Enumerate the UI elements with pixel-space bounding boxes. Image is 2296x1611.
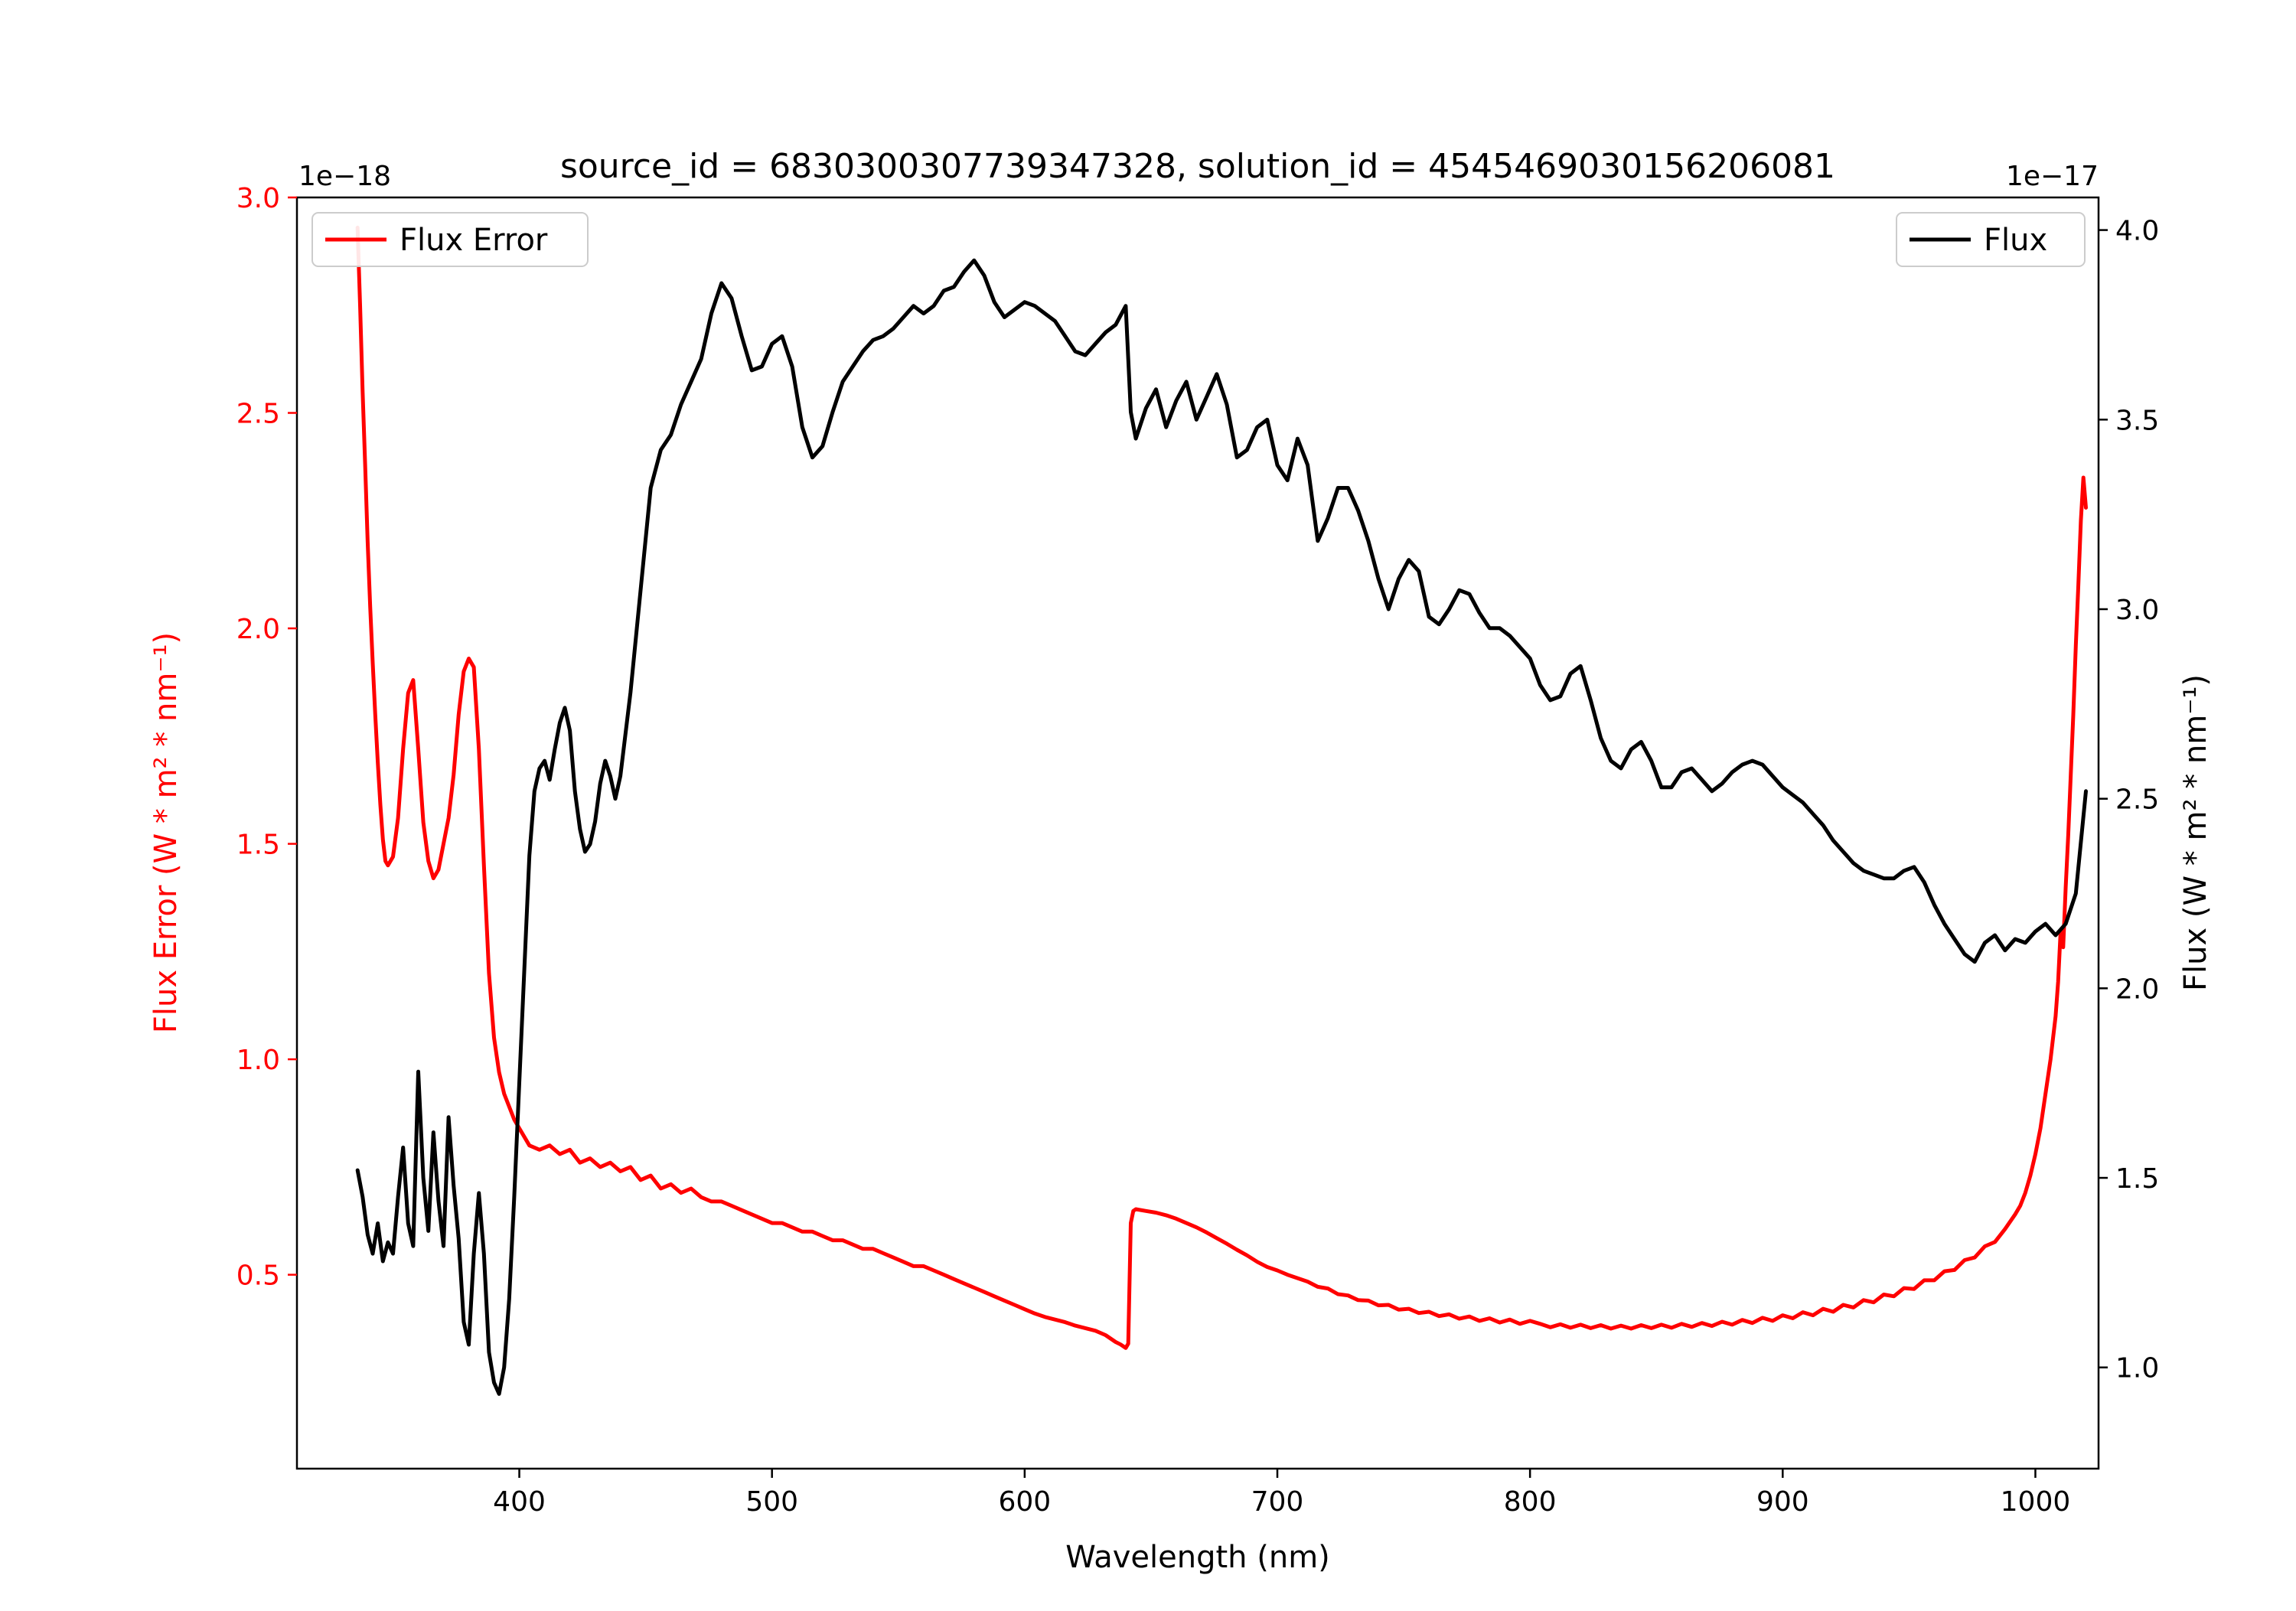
left-y-tick-label: 2.0 — [236, 614, 280, 645]
right-y-axis-label: Flux (W * m² * nm⁻¹) — [2178, 674, 2213, 991]
right-y-tick-label: 2.5 — [2115, 784, 2159, 816]
x-tick-label: 500 — [745, 1486, 798, 1518]
x-tick-label: 400 — [493, 1486, 546, 1518]
right-y-tick-label: 3.5 — [2115, 405, 2159, 436]
left-axis-offset-text: 1e−18 — [298, 161, 391, 192]
left-y-tick-label: 2.5 — [236, 399, 280, 430]
left-y-tick-label: 1.0 — [236, 1045, 280, 1076]
left-y-tick-label: 0.5 — [236, 1260, 280, 1292]
legend-flux-error: Flux Error — [311, 212, 589, 267]
right-y-tick-label: 3.0 — [2115, 595, 2159, 626]
series-line-flux — [355, 258, 2088, 1396]
legend-flux: Flux — [1896, 212, 2086, 267]
legend-box — [311, 212, 589, 267]
plot-area — [295, 196, 2100, 1470]
x-tick-label: 800 — [1504, 1486, 1557, 1518]
x-tick-label: 700 — [1251, 1486, 1304, 1518]
left-y-tick-label: 1.5 — [236, 830, 280, 861]
left-y-tick-label: 3.0 — [236, 183, 280, 214]
right-y-axis-ticks: 1.0 1.5 2.0 2.5 3.0 3.5 4.0 — [2099, 216, 2159, 1384]
right-y-tick-label: 1.5 — [2115, 1163, 2159, 1195]
legend-label: Flux — [1984, 223, 2047, 258]
x-axis-ticks: 400 500 600 700 800 900 1000 — [493, 1469, 2070, 1518]
plot-title: source_id = 6830300307739347328, solutio… — [560, 147, 1835, 186]
left-y-axis-label: Flux Error (W * m² * nm⁻¹) — [148, 632, 184, 1033]
series-line-flux-error — [355, 225, 2088, 1350]
right-y-tick-label: 1.0 — [2115, 1353, 2159, 1384]
x-tick-label: 900 — [1756, 1486, 1809, 1518]
x-tick-label: 1000 — [2001, 1486, 2071, 1518]
right-axis-offset-text: 1e−17 — [2006, 161, 2099, 192]
x-tick-label: 600 — [998, 1486, 1051, 1518]
legend-box — [1896, 212, 2086, 267]
right-y-tick-label: 2.0 — [2115, 973, 2159, 1005]
right-y-tick-label: 4.0 — [2115, 216, 2159, 247]
plot-lines — [355, 225, 2088, 1396]
legend-label: Flux Error — [400, 223, 548, 258]
left-y-axis-ticks: 0.5 1.0 1.5 2.0 2.5 3.0 — [236, 183, 297, 1292]
x-axis-label: Wavelength (nm) — [1065, 1540, 1330, 1575]
